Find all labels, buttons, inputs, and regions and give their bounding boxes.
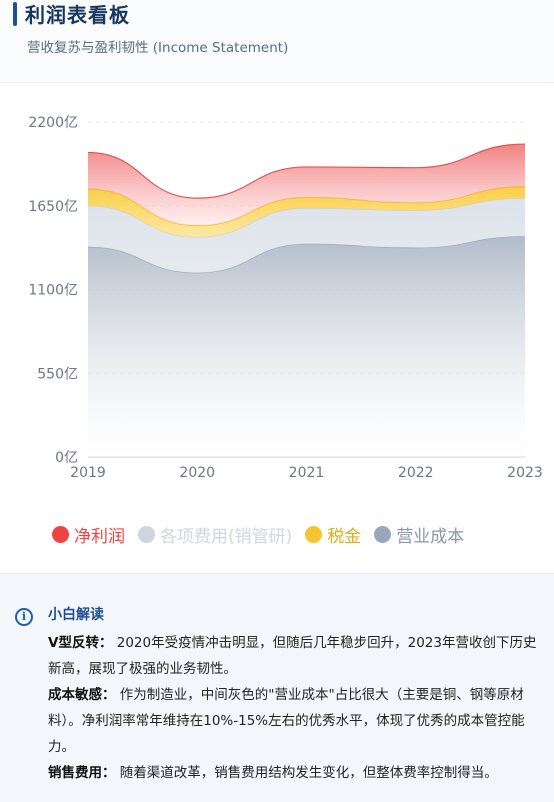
insight-items: V型反转： 2020年受疫情冲击明显，但随后几年稳步回升，2023年营收创下历史… xyxy=(48,630,542,786)
area-cost-of-revenue xyxy=(88,236,525,457)
legend-dot xyxy=(138,525,155,543)
page-subtitle: 营收复苏与盈利韧性 (Income Statement) xyxy=(27,40,289,56)
legend-item-net-profit[interactable]: 净利润 xyxy=(52,522,125,547)
legend-item-expenses[interactable]: 各项费用(销管研) xyxy=(138,522,292,547)
info-icon: i xyxy=(15,608,33,626)
legend-label: 营业成本 xyxy=(396,526,465,547)
insight-item-label: 销售费用： xyxy=(48,765,116,781)
header: 利润表看板 营收复苏与盈利韧性 (Income Statement) xyxy=(0,0,554,83)
insight-item-text: 随着渠道改革，销售费用结构发生变化，但整体费率控制得当。 xyxy=(119,765,498,781)
x-tick-label: 2023 xyxy=(507,465,543,481)
insight-item-label: V型反转： xyxy=(48,635,113,651)
legend-dot xyxy=(52,525,69,543)
insight-panel: i 小白解读 V型反转： 2020年受疫情冲击明显，但随后几年稳步回升，2023… xyxy=(0,573,554,802)
area-net-profit-line xyxy=(87,143,526,199)
chart-svg: 0亿 550亿 1100亿 1650亿 2200亿 2019 2020 2021 2022 202… xyxy=(28,115,543,481)
title-accent-bar xyxy=(13,2,17,26)
legend-label: 税金 xyxy=(327,526,362,547)
page-title: 利润表看板 xyxy=(25,3,130,27)
income-chart: 0亿 550亿 1100亿 1650亿 2200亿 2019 2020 2021 2022 202… xyxy=(0,84,554,574)
legend-item-cost[interactable]: 营业成本 xyxy=(374,522,464,547)
legend-dot xyxy=(305,525,323,543)
insight-title: 小白解读 xyxy=(48,607,104,623)
legend-dot xyxy=(374,525,392,543)
y-tick-label: 2200亿 xyxy=(28,115,78,131)
legend-label: 各项费用(销管研) xyxy=(160,526,293,547)
x-tick-label: 2020 xyxy=(179,465,215,481)
insight-item: V型反转： 2020年受疫情冲击明显，但随后几年稳步回升，2023年营收创下历史… xyxy=(48,630,542,682)
y-tick-label: 0亿 xyxy=(55,450,78,466)
chart-legend: 净利润 各项费用(销管研) 税金 营业成本 xyxy=(52,521,477,547)
y-tick-label: 1100亿 xyxy=(28,283,78,299)
y-tick-label: 1650亿 xyxy=(28,199,78,215)
insight-item-text: 作为制造业，中间灰色的"营业成本"占比很大（主要是铜、钢等原材料）。净利润率常年… xyxy=(48,687,525,755)
insight-item-label: 成本敏感： xyxy=(48,687,116,703)
x-tick-label: 2022 xyxy=(398,465,434,481)
area-net-profit xyxy=(88,144,525,226)
legend-label: 净利润 xyxy=(74,526,125,547)
area-expenses xyxy=(88,198,525,273)
insight-item: 销售费用： 随着渠道改革，销售费用结构发生变化，但整体费率控制得当。 xyxy=(48,760,542,786)
x-tick-label: 2021 xyxy=(289,465,325,481)
y-tick-label: 550亿 xyxy=(37,366,78,382)
legend-item-tax[interactable]: 税金 xyxy=(305,522,361,547)
insight-item-text: 2020年受疫情冲击明显，但随后几年稳步回升，2023年营收创下历史新高，展现了… xyxy=(48,635,537,677)
x-tick-label: 2019 xyxy=(70,465,106,481)
insight-item: 成本敏感： 作为制造业，中间灰色的"营业成本"占比很大（主要是铜、钢等原材料）。… xyxy=(48,682,542,760)
